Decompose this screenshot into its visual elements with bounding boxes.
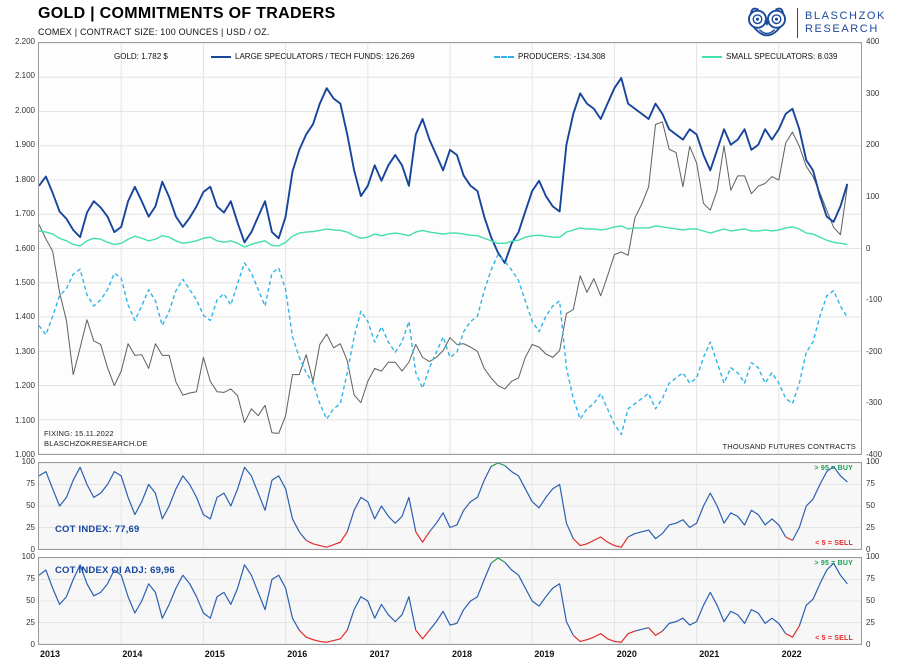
legend-item-producers: PRODUCERS: -134.308 xyxy=(494,52,605,61)
axis-tick-label: 100 xyxy=(21,552,35,561)
axis-tick-label: 2.200 xyxy=(14,37,35,46)
axis-tick-label: 100 xyxy=(866,457,880,466)
cot-index-panel: COT INDEX: 77,69 > 95 = BUY < 5 = SELL xyxy=(38,462,862,550)
axis-tick-label: 100 xyxy=(21,457,35,466)
axis-tick-label: -300 xyxy=(866,398,883,408)
main-chart-panel: GOLD: 1.782 $ LARGE SPECULATORS / TECH F… xyxy=(38,42,862,455)
axis-tick-label: -100 xyxy=(866,295,883,305)
owl-icon xyxy=(747,7,786,37)
axis-tick-label: 25 xyxy=(26,523,35,532)
legend-line-sample xyxy=(702,55,722,58)
axis-tick-label: 1.400 xyxy=(14,312,35,322)
axis-tick-label: -400 xyxy=(866,450,883,459)
x-axis-year-label: 2018 xyxy=(452,649,473,659)
legend-item-gold: GOLD: 1.782 $ xyxy=(114,52,168,61)
axis-tick-label: 0 xyxy=(30,640,35,649)
x-axis-year-label: 2022 xyxy=(781,649,802,659)
axis-tick-label: 75 xyxy=(26,574,35,583)
sell-signal-note: < 5 = SELL xyxy=(815,540,853,547)
axis-tick-label: 75 xyxy=(866,479,875,488)
axis-tick-label: 25 xyxy=(866,523,875,532)
legend-line-sample xyxy=(494,55,514,58)
legend-item-large-speculators: LARGE SPECULATORS / TECH FUNDS: 126.269 xyxy=(211,52,415,61)
page-title: GOLD | COMMITMENTS OF TRADERS xyxy=(38,5,336,22)
x-axis-year-label: 2017 xyxy=(369,649,390,659)
axis-tick-label: 1.200 xyxy=(14,381,35,391)
axis-tick-label: 0 xyxy=(866,640,871,649)
brand-name: BLASCHZOK RESEARCH xyxy=(805,10,886,36)
buy-signal-note: > 95 = BUY xyxy=(814,560,853,567)
axis-tick-label: 2.000 xyxy=(14,105,35,115)
axis-tick-label: 0 xyxy=(866,243,871,253)
axis-tick-label: 0 xyxy=(866,545,871,554)
axis-tick-label: 1.000 xyxy=(14,450,35,459)
legend-label: LARGE SPECULATORS / TECH FUNDS: 126.269 xyxy=(235,52,415,61)
cot-index-oi-adj-panel: COT INDEX OI ADJ: 69,96 > 95 = BUY < 5 =… xyxy=(38,557,862,645)
axis-tick-label: 50 xyxy=(26,501,35,510)
axis-tick-label: 50 xyxy=(866,501,875,510)
brand-name-line2: RESEARCH xyxy=(804,23,879,35)
axis-tick-label: 1.100 xyxy=(14,415,35,425)
axis-tick-label: 1.800 xyxy=(14,174,35,184)
legend-line-sample xyxy=(211,55,231,58)
axis-tick-label: 25 xyxy=(866,618,875,627)
x-axis-year-label: 2020 xyxy=(616,649,637,659)
legend-label: PRODUCERS: -134.308 xyxy=(518,52,606,61)
brand-logo: BLASCHZOK RESEARCH xyxy=(744,4,886,42)
x-axis-year-label: 2021 xyxy=(699,649,720,659)
legend-label: GOLD: 1.782 $ xyxy=(114,52,168,61)
axis-tick-label: 200 xyxy=(866,140,880,150)
brand-name-line1: BLASCHZOK xyxy=(804,10,886,22)
legend-item-small-speculators: SMALL SPECULATORS: 8.039 xyxy=(702,52,837,61)
axis-tick-label: 0 xyxy=(30,545,35,554)
axis-tick-label: 2.100 xyxy=(14,71,35,81)
axis-tick-label: 50 xyxy=(26,596,35,605)
sell-signal-note: < 5 = SELL xyxy=(815,635,853,642)
footnotes: FIXING: 15.11.2022 BLASCHZOKRESEARCH.DE xyxy=(44,429,148,448)
cot-index-oi-adj-chart xyxy=(39,558,861,644)
axis-tick-label: 25 xyxy=(26,618,35,627)
logo-divider xyxy=(796,8,798,38)
x-axis-year-label: 2013 xyxy=(40,649,61,659)
cot-index-label: COT INDEX: 77,69 xyxy=(55,524,140,535)
page-subtitle: COMEX | CONTRACT SIZE: 100 OUNCES | USD … xyxy=(38,27,270,37)
axis-tick-label: 1.900 xyxy=(14,140,35,150)
axis-tick-label: 100 xyxy=(866,552,880,561)
axis-tick-label: 1.500 xyxy=(14,277,35,287)
axis-tick-label: 1.600 xyxy=(14,243,35,253)
main-chart xyxy=(39,43,861,454)
buy-signal-note: > 95 = BUY xyxy=(814,465,853,472)
x-axis-year-label: 2014 xyxy=(122,649,143,659)
axis-tick-label: 75 xyxy=(866,574,875,583)
axis-tick-label: 100 xyxy=(866,191,880,201)
legend-label: SMALL SPECULATORS: 8.039 xyxy=(726,52,838,61)
axis-tick-label: 1.700 xyxy=(14,209,35,219)
site-note: BLASCHZOKRESEARCH.DE xyxy=(44,438,148,448)
axis-tick-label: 50 xyxy=(866,596,875,605)
cot-index-oi-adj-label: COT INDEX OI ADJ: 69,96 xyxy=(55,565,175,576)
x-axis-year-label: 2015 xyxy=(204,649,225,659)
unit-note: THOUSAND FUTURES CONTRACTS xyxy=(722,441,856,451)
chart-legend: GOLD: 1.782 $ LARGE SPECULATORS / TECH F… xyxy=(39,52,861,64)
fixing-note: FIXING: 15.11.2022 xyxy=(44,429,114,438)
axis-tick-label: -200 xyxy=(866,346,883,356)
x-axis-year-label: 2016 xyxy=(287,649,308,659)
axis-tick-label: 75 xyxy=(26,479,35,488)
axis-tick-label: 300 xyxy=(866,88,880,98)
axis-tick-label: 1.300 xyxy=(14,346,35,356)
cot-index-chart xyxy=(39,463,861,549)
x-axis-year-label: 2019 xyxy=(534,649,555,659)
